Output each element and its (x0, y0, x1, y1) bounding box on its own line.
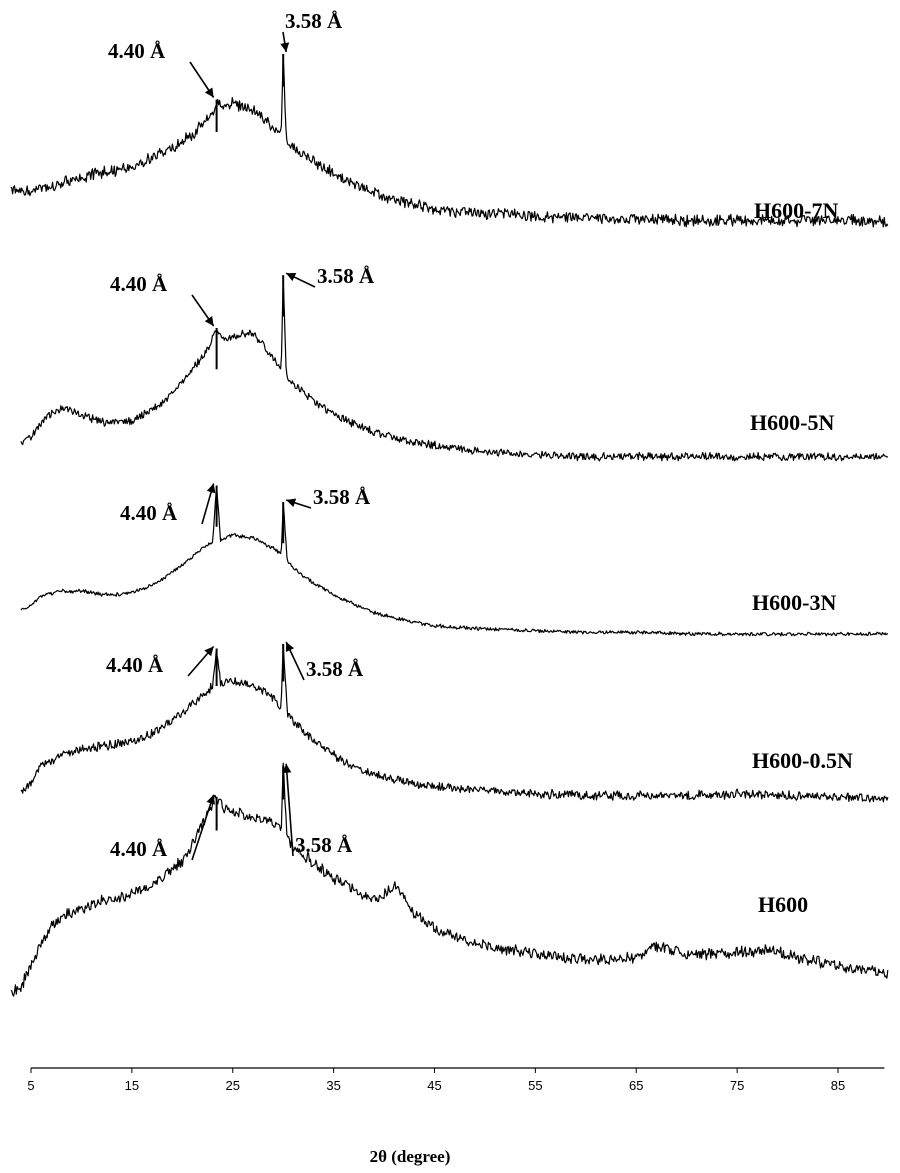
x-tick-label: 15 (125, 1078, 139, 1093)
labels-layer: 4.40 Å 3.58 Å H600-7N 4.40 Å 3.58 Å H600-5N 4.… (106, 9, 853, 917)
series-label: H600-7N (754, 198, 838, 223)
peak-arrowhead (286, 498, 297, 508)
peak-arrowhead (285, 642, 295, 653)
trace-h600 (10, 762, 889, 997)
x-axis-title: 2θ (degree) (370, 1147, 451, 1166)
x-tick-label: 5 (27, 1078, 34, 1093)
peak-label: 4.40 Å (108, 39, 166, 63)
trace-h600-0-5n (20, 645, 889, 803)
peak-label: 4.40 Å (120, 501, 178, 525)
series-label: H600-0.5N (752, 748, 853, 773)
peak-label: 4.40 Å (110, 837, 168, 861)
x-axis: 5 15 25 35 45 55 65 75 85 (27, 1067, 885, 1093)
peak-arrowhead (206, 794, 216, 805)
peak-label: 3.58 Å (295, 833, 353, 857)
peak-arrowhead (286, 273, 297, 282)
x-tick-label: 85 (831, 1078, 845, 1093)
peak-arrowhead (282, 763, 292, 774)
peak-arrowhead (204, 87, 214, 98)
x-tick-label: 25 (226, 1078, 240, 1093)
peak-arrowhead (206, 483, 216, 494)
series-label: H600-3N (752, 590, 836, 615)
peak-arrow (285, 763, 294, 857)
trace-h600-5n (20, 280, 888, 462)
x-tick-label: 65 (629, 1078, 643, 1093)
series-label: H600-5N (750, 410, 834, 435)
trace-h600-3n (20, 491, 889, 637)
peak-label: 4.40 Å (106, 653, 164, 677)
x-tick-label: 45 (427, 1078, 441, 1093)
peak-arrowhead (204, 316, 214, 326)
series-label: H600 (758, 892, 808, 917)
traces-layer (10, 54, 889, 997)
peak-arrowhead (280, 42, 290, 52)
peak-label: 3.58 Å (317, 264, 375, 288)
trace-h600-7n (10, 55, 889, 228)
x-tick-label: 35 (326, 1078, 340, 1093)
x-tick-label: 75 (730, 1078, 744, 1093)
x-tick-label: 55 (528, 1078, 542, 1093)
peak-arrowhead (204, 646, 214, 657)
peak-label: 4.40 Å (110, 272, 168, 296)
peak-label: 3.58 Å (306, 657, 364, 681)
peak-label: 3.58 Å (285, 9, 343, 33)
peak-label: 3.58 Å (313, 485, 371, 509)
peak-arrow (191, 794, 215, 861)
